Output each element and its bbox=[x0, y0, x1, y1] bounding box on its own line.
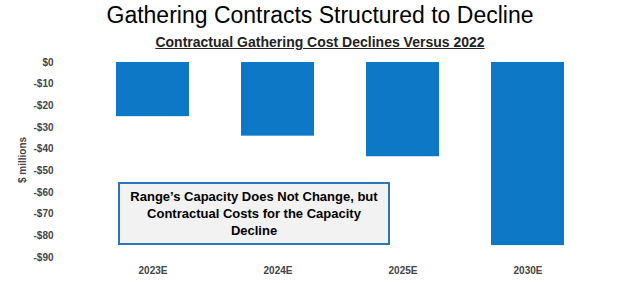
svg-text:2025E: 2025E bbox=[389, 265, 418, 276]
svg-text:$0: $0 bbox=[42, 57, 54, 68]
html-text:Range’s Capacity Does Not Chan: Range’s Capacity Does Not Change, but Co… bbox=[130, 189, 378, 238]
svg-text:-$40: -$40 bbox=[33, 143, 53, 154]
svg-text:-$60: -$60 bbox=[33, 187, 53, 198]
svg-text:-$90: -$90 bbox=[33, 252, 53, 263]
html-text:Contractual Gathering Cost Dec: Contractual Gathering Cost Declines Vers… bbox=[155, 34, 485, 50]
svg-text:-$70: -$70 bbox=[33, 208, 53, 219]
svg-text:2024E: 2024E bbox=[264, 265, 293, 276]
svg-text:-$10: -$10 bbox=[33, 78, 53, 89]
svg-text:2030E: 2030E bbox=[514, 265, 543, 276]
html-text:Gathering Contracts Structured: Gathering Contracts Structured to Declin… bbox=[106, 2, 534, 28]
svg-text:2023E: 2023E bbox=[139, 265, 168, 276]
svg-text:$ millions: $ millions bbox=[17, 137, 28, 184]
svg-text:-$80: -$80 bbox=[33, 230, 53, 241]
svg-text:-$50: -$50 bbox=[33, 165, 53, 176]
svg-text:-$20: -$20 bbox=[33, 100, 53, 111]
svg-text:-$30: -$30 bbox=[33, 122, 53, 133]
